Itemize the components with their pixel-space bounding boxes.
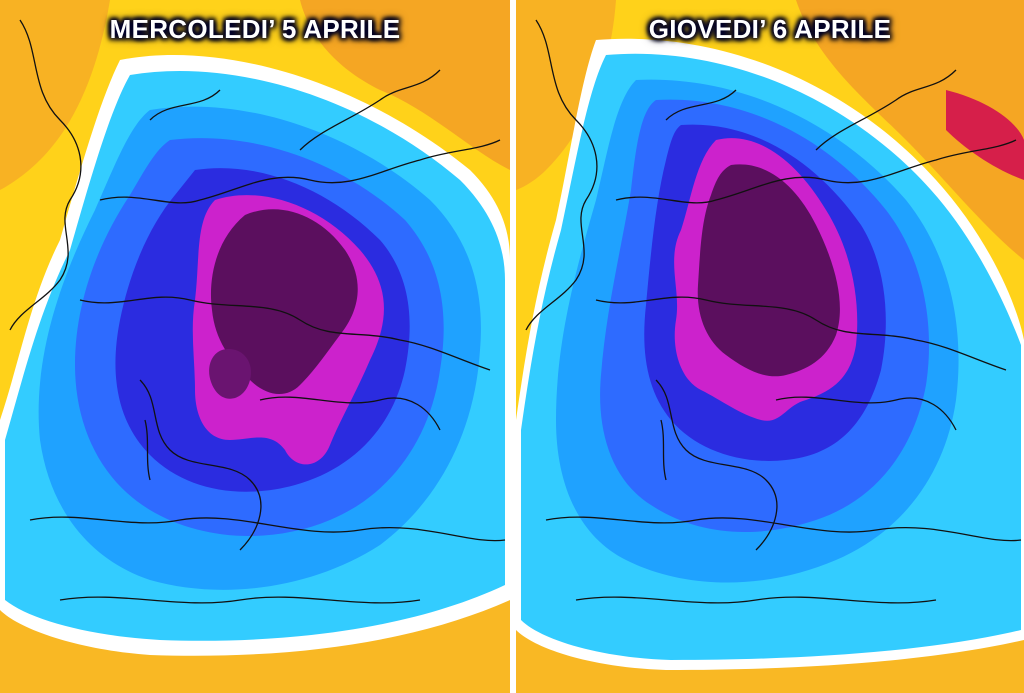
temperature-map-wednesday xyxy=(0,0,510,693)
map-panel-wednesday: MERCOLEDI’ 5 APRILE xyxy=(0,0,510,693)
map-panel-thursday: GIOVEDI’ 6 APRILE xyxy=(516,0,1024,693)
temperature-map-thursday xyxy=(516,0,1024,693)
coastline-lines xyxy=(9,19,506,604)
coastline-lines xyxy=(525,19,1022,604)
panel-title-thursday: GIOVEDI’ 6 APRILE xyxy=(648,14,892,44)
panel-title-wednesday: MERCOLEDI’ 5 APRILE xyxy=(109,14,401,44)
